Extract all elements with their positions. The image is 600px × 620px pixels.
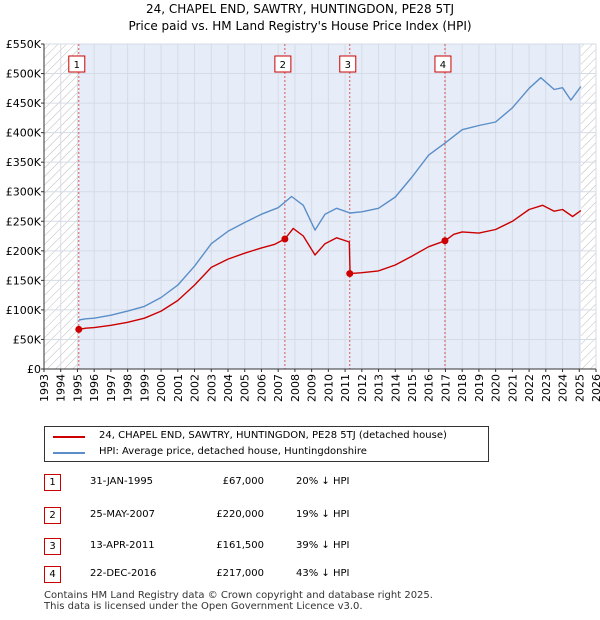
y-tick-label: £550K [6,38,42,51]
x-tick-label: 2013 [373,374,386,402]
transaction-hpi-diff: 39% ↓ HPI [296,540,350,551]
x-tick-label: 2012 [356,374,369,402]
x-tick-label: 1998 [122,374,135,402]
y-tick-label: £150K [6,274,42,287]
transaction-hpi-diff: 19% ↓ HPI [296,509,350,520]
x-tick-label: 2023 [540,374,553,402]
transaction-price: £161,500 [216,540,264,551]
sale-point [281,235,289,243]
transaction-price: £67,000 [222,476,264,487]
chart-legend: 24, CHAPEL END, SAWTRY, HUNTINGDON, PE28… [44,426,489,462]
legend-label-property: 24, CHAPEL END, SAWTRY, HUNTINGDON, PE28… [99,430,447,441]
transaction-number-badge: 2 [44,507,61,524]
chart-title-subtitle: Price paid vs. HM Land Registry's House … [128,19,472,33]
x-tick-label: 2009 [306,374,319,402]
x-tick-label: 1993 [38,374,51,402]
legend-swatch-property [53,436,85,438]
transaction-number-badge: 3 [44,538,61,555]
y-tick-label: £300K [6,186,42,199]
x-tick-label: 2015 [406,374,419,402]
x-tick-label: 2024 [557,374,570,402]
x-tick-label: 2002 [189,374,202,402]
y-tick-label: £200K [6,245,42,258]
marker-badge-label: 1 [74,60,80,71]
transaction-number-badge: 4 [44,566,61,583]
x-tick-label: 1994 [55,374,68,402]
x-tick-label: 2001 [172,374,185,402]
x-tick-label: 2017 [439,374,452,402]
y-tick-label: £450K [6,97,42,110]
y-tick-label: £500K [6,68,42,81]
x-tick-label: 2004 [222,374,235,402]
footer-attribution: Contains HM Land Registry data © Crown c… [44,590,433,612]
marker-badge-label: 4 [440,60,446,71]
transaction-date: 25-MAY-2007 [90,509,156,520]
x-tick-label: 2019 [473,374,486,402]
x-tick-label: 2011 [339,374,352,402]
marker-badge-box [339,55,357,73]
x-tick-label: 1997 [105,374,118,402]
transaction-date: 31-JAN-1995 [90,476,154,487]
price-chart: 1 2 3 4 £0 £50K £100K £150K £200K £250K £300K £350… [6,38,600,402]
marker-badge-box [434,55,452,73]
x-tick-label: 2021 [506,374,519,402]
x-tick-label: 2020 [490,374,503,402]
sale-point [346,270,354,278]
footer-copyright: Contains HM Land Registry data © Crown c… [44,590,433,601]
x-tick-label: 1999 [138,374,151,402]
marker-badge-box [68,55,86,73]
property-line [78,204,582,331]
x-tick-label: 2026 [590,374,600,402]
marker-badge-label: 3 [345,60,351,71]
x-tick-label: 2000 [155,374,168,402]
x-tick-label: 2025 [573,374,586,402]
x-tick-label: 2007 [272,374,285,402]
y-tick-label: £50K [13,333,42,346]
transaction-number-badge: 1 [44,474,61,491]
transaction-date: 22-DEC-2016 [90,568,157,579]
y-tick-label: £0 [27,363,41,376]
x-tick-label: 2008 [289,374,302,402]
x-tick-label: 1995 [71,374,84,402]
x-tick-label: 2006 [255,374,268,402]
x-tick-label: 1996 [88,374,101,402]
transaction-price: £217,000 [216,568,264,579]
marker-badge-label: 2 [280,60,286,71]
sale-point [75,325,83,333]
x-tick-label: 2018 [456,374,469,402]
legend-label-hpi: HPI: Average price, detached house, Hunt… [99,446,367,457]
hpi-line [78,76,582,321]
y-tick-label: £100K [6,304,42,317]
hatch-region [44,44,79,369]
legend-swatch-hpi [53,452,85,454]
x-tick-label: 2022 [523,374,536,402]
y-tick-label: £250K [6,215,42,228]
transaction-hpi-diff: 43% ↓ HPI [296,568,350,579]
y-tick-label: £400K [6,127,42,140]
x-tick-label: 2016 [423,374,436,402]
ownership-shade [78,44,581,369]
footer-licence: This data is licensed under the Open Gov… [44,601,363,612]
sale-point [441,237,449,245]
transaction-date: 13-APR-2011 [90,540,155,551]
y-tick-label: £350K [6,156,42,169]
chart-title-address: 24, CHAPEL END, SAWTRY, HUNTINGDON, PE28… [146,2,454,16]
hatch-region [580,44,596,369]
marker-badge-box [274,55,292,73]
x-tick-label: 2014 [389,374,402,402]
transaction-price: £220,000 [216,509,264,520]
x-tick-label: 2010 [322,374,335,402]
transaction-hpi-diff: 20% ↓ HPI [296,476,350,487]
x-tick-label: 2005 [239,374,252,402]
x-tick-label: 2003 [205,374,218,402]
